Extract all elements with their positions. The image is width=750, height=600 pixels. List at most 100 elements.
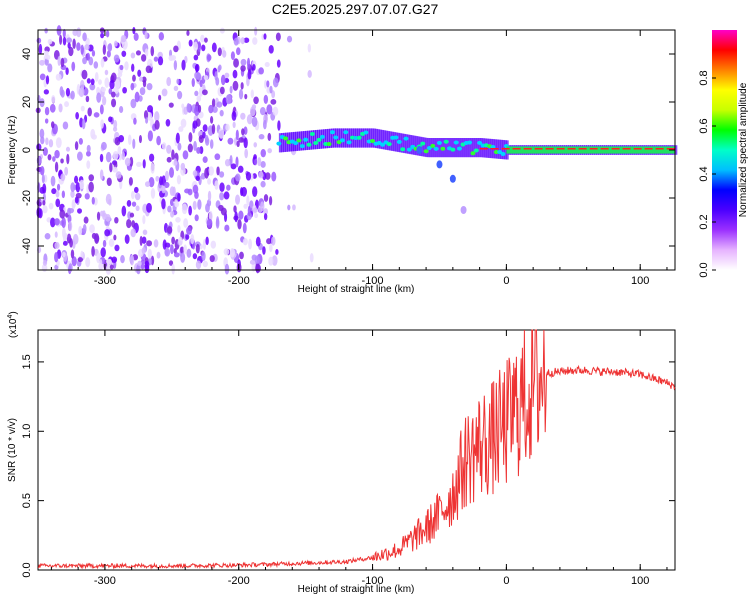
spectrogram-noise-cell [193,140,197,152]
spectrogram-noise-cell [195,260,202,270]
spectrogram-band-halo [463,138,467,158]
spectrogram-noise-cell [219,27,225,34]
spectrogram-noise-cell [113,119,118,129]
spectrogram-noise-cell [164,170,169,182]
spectrogram-noise-cell [77,208,82,214]
spectrogram-noise-cell [173,158,178,167]
spectrogram-noise-cell [128,176,133,186]
spectrogram-noise-cell [40,166,45,176]
spectrogram-noise-cell [113,54,120,63]
spectrogram-band-blob [380,142,386,147]
spectrogram-noise-cell [129,212,135,218]
spectrogram-ytick-label: -20 [21,190,33,206]
spectrogram-noise-cell [166,76,172,87]
spectrogram-band-blob [400,147,406,152]
spectrogram-band-halo [343,128,347,148]
spectrogram-band-halo [395,132,399,152]
spectrogram-noise-cell [131,220,136,228]
spectrogram-noise-cell [192,120,198,129]
spectrogram-noise-cell [202,131,206,139]
spectrogram-noise-cell [72,38,76,50]
spectrogram-noise-cell [240,64,246,72]
spectrogram-noise-cell [75,111,79,120]
spectrogram-band-blob [363,130,369,135]
spectrogram-noise-cell [266,104,273,115]
spectrogram-noise-cell [238,137,245,143]
spectrogram-band-blob [343,130,349,135]
spectrogram-noise-cell [162,239,167,250]
spectrogram-noise-cell [287,204,291,211]
spectrogram-noise-cell [57,55,61,67]
spectrogram-noise-cell [144,30,148,40]
spectrogram-band-halo [445,138,449,158]
spectrogram-noise-cell [147,248,152,259]
spectrogram-band-blob [426,146,432,151]
spectrogram-band-blob [329,130,335,135]
spectrogram-band-blob [370,139,376,144]
spectrogram-noise-cell [246,114,253,125]
spectrogram-noise-cell [204,134,209,144]
spectrogram-band-halo [499,139,503,159]
spectrogram-noise-cell [212,106,218,113]
colorbar-tick-label: 0.0 [698,262,710,277]
spectrogram-noise-cell [86,52,91,61]
spectrogram-band-blob [467,140,473,145]
spectrogram-noise-cell [99,169,104,181]
spectrogram-band-halo [381,129,385,150]
spectrogram-noise-cell [178,126,184,132]
spectrogram-noise-cell [260,180,266,188]
spectrogram-noise-cell [135,205,140,212]
spectrogram-noise-cell [70,190,75,198]
spectrogram-band-halo [483,138,487,158]
spectrogram-noise-cell [222,50,227,58]
spectrogram-noise-cell [80,105,85,112]
spectrogram-noise-cell [253,96,259,105]
snr-xtick-label: -100 [362,575,384,587]
spectrogram-noise-cell [260,161,266,168]
spectrogram-band-halo [311,130,314,150]
spectrogram-noise-cell [168,102,174,108]
spectrogram-noise-cell [84,44,90,51]
spectrogram-band-halo [465,138,469,158]
spectrogram-noise-cell [161,185,166,194]
spectrogram-noise-cell [180,246,185,254]
spectrogram-band-halo [306,130,310,150]
spectrogram-band-blob [326,142,332,147]
spectrogram-noise-cell [230,163,237,170]
spectrogram-band-blob [443,139,449,144]
spectrogram-noise-cell [259,107,266,116]
spectrogram-noise-cell [45,137,49,146]
spectrogram-noise-cell [67,42,71,49]
spectrogram-noise-cell [254,158,258,166]
spectrogram-noise-cell [169,167,174,178]
spectrogram-band-halo [443,138,447,158]
colorbar-tick-label: 0.4 [698,166,710,181]
spectrogram-noise-cell [250,89,254,99]
spectrogram-noise-cell [268,196,273,206]
spectrogram-noise-cell [271,236,276,246]
spectrogram-noise-cell [102,239,107,248]
spectrogram-noise-cell [144,260,150,270]
spectrogram-noise-cell [175,217,181,223]
spectrogram-noise-cell [42,200,46,206]
spectrogram-noise-cell [60,89,65,98]
spectrogram-noise-cell [108,198,112,206]
spectrogram-band-halo [497,139,501,159]
spectrogram-noise-cell [166,156,172,163]
spectrogram-noise-cell [200,34,205,43]
spectrogram-noise-cell [199,79,203,88]
spectrogram-noise-cell [186,248,192,258]
spectrogram-noise-cell [247,69,252,80]
spectrogram-noise-cell [58,103,63,113]
spectrogram-noise-cell [268,256,274,266]
spectrogram-band-halo [313,130,317,150]
spectrogram-noise-cell [89,224,95,234]
spectrogram-noise-cell [150,163,155,174]
snr-panel: -300 -200 -100 0 100 0.0 0.5 1.0 1.5 Height of … [7,311,676,595]
spectrogram-noise-cell [88,181,94,193]
spectrogram-noise-cell [130,98,137,109]
spectrogram-noise-cell [195,175,200,182]
snr-xtick-label: 0 [503,575,509,587]
spectrogram-noise-cell [236,140,240,148]
spectrogram-noise-cell [137,69,142,77]
